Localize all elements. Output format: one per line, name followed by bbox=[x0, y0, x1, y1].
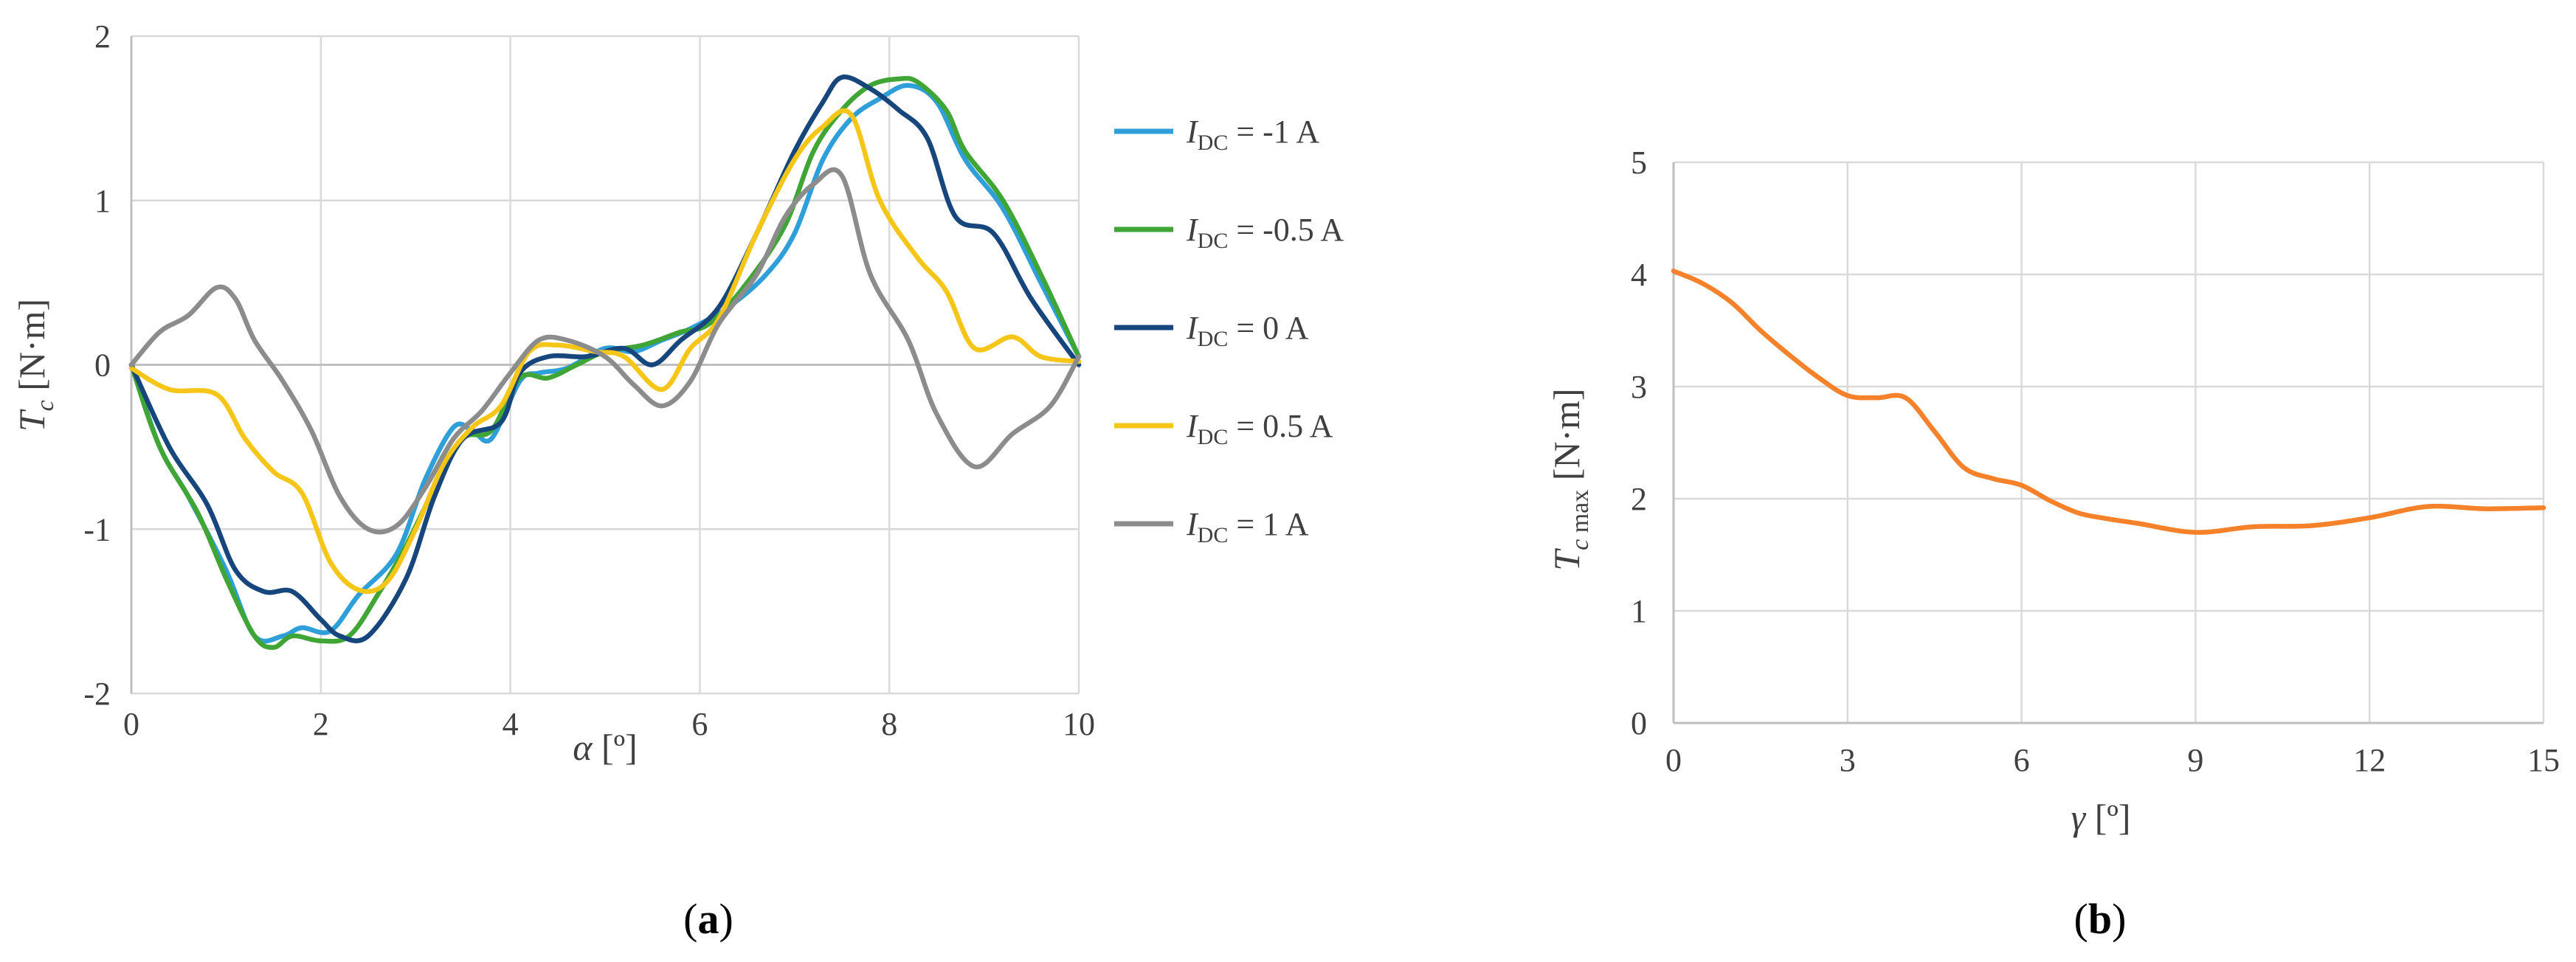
chart-b-y-axis-label: Tc max [N·m] bbox=[1546, 388, 1594, 570]
chart-a-y-tick-label: 1 bbox=[94, 183, 111, 219]
chart-a-series-line-5 bbox=[128, 167, 1082, 535]
panel-label-a: (a) bbox=[683, 895, 733, 943]
chart-a-y-tick-label: 2 bbox=[94, 18, 111, 55]
chart-a-series-line-3 bbox=[128, 74, 1082, 643]
chart-a-x-axis-label: α [º] bbox=[573, 727, 638, 768]
chart-b-x-tick-label: 12 bbox=[2353, 742, 2386, 778]
chart-a-y-axis-label: Tc [N·m] bbox=[11, 299, 59, 432]
chart-a-x-tick-label: 4 bbox=[503, 706, 519, 742]
chart-a-y-tick-label: -2 bbox=[83, 676, 111, 712]
legend-label-2: IDC = -0.5 A bbox=[1186, 212, 1344, 253]
chart-b-y-tick-label: 4 bbox=[1631, 257, 1647, 293]
chart-b-x-axis-label: γ [º] bbox=[2071, 797, 2130, 838]
chart-a-series-line-2 bbox=[128, 75, 1082, 650]
chart-b-y-tick-label: 1 bbox=[1631, 593, 1647, 629]
legend-label-3: IDC = 0 A bbox=[1186, 310, 1309, 351]
chart-a-legend: IDC = -1 A IDC = -0.5 A IDC = 0 A IDC = 0.5… bbox=[1114, 114, 1344, 547]
chart-a-series-line-4 bbox=[128, 108, 1082, 594]
chart-b-x-tick-label: 6 bbox=[2014, 742, 2030, 778]
chart-a-x-tick-label: 2 bbox=[313, 706, 329, 742]
chart-b-axes bbox=[1672, 162, 2544, 724]
chart-a-y-tick-label: 0 bbox=[94, 347, 111, 384]
chart-b-series-line-1 bbox=[1671, 269, 2546, 535]
chart-b-x-tick-label: 3 bbox=[1840, 742, 1856, 778]
chart-a: 0 2 4 6 8 10 -2 -1 0 1 2 α [º] Tc [N·m] IDC = -1 A… bbox=[11, 18, 1344, 943]
legend-label-1: IDC = -1 A bbox=[1186, 114, 1319, 155]
chart-a-y-tick-label: -1 bbox=[83, 511, 111, 547]
legend-label-5: IDC = 1 A bbox=[1186, 506, 1309, 547]
chart-b-x-tick-label: 9 bbox=[2187, 742, 2203, 778]
chart-b-gridlines bbox=[1672, 161, 2545, 724]
chart-b-y-tick-label: 0 bbox=[1631, 705, 1647, 741]
chart-a-series bbox=[128, 74, 1082, 650]
chart-b-y-tick-label: 5 bbox=[1631, 145, 1647, 181]
chart-a-x-tick-label: 8 bbox=[881, 706, 897, 742]
chart-b-y-tick-label: 3 bbox=[1631, 369, 1647, 405]
chart-b-x-tick-label: 0 bbox=[1665, 742, 1682, 778]
panel-label-b: (b) bbox=[2074, 895, 2127, 943]
chart-b-x-tick-label: 15 bbox=[2527, 742, 2560, 778]
chart-a-x-tick-label: 10 bbox=[1063, 706, 1095, 742]
chart-b-y-tick-label: 2 bbox=[1631, 481, 1647, 517]
chart-b-series bbox=[1671, 269, 2546, 535]
chart-a-x-tick-label: 0 bbox=[123, 706, 139, 742]
chart-a-x-tick-label: 6 bbox=[691, 706, 708, 742]
chart-a-tick-labels: 0 2 4 6 8 10 -2 -1 0 1 2 bbox=[83, 18, 1095, 742]
legend-label-4: IDC = 0.5 A bbox=[1186, 408, 1333, 449]
